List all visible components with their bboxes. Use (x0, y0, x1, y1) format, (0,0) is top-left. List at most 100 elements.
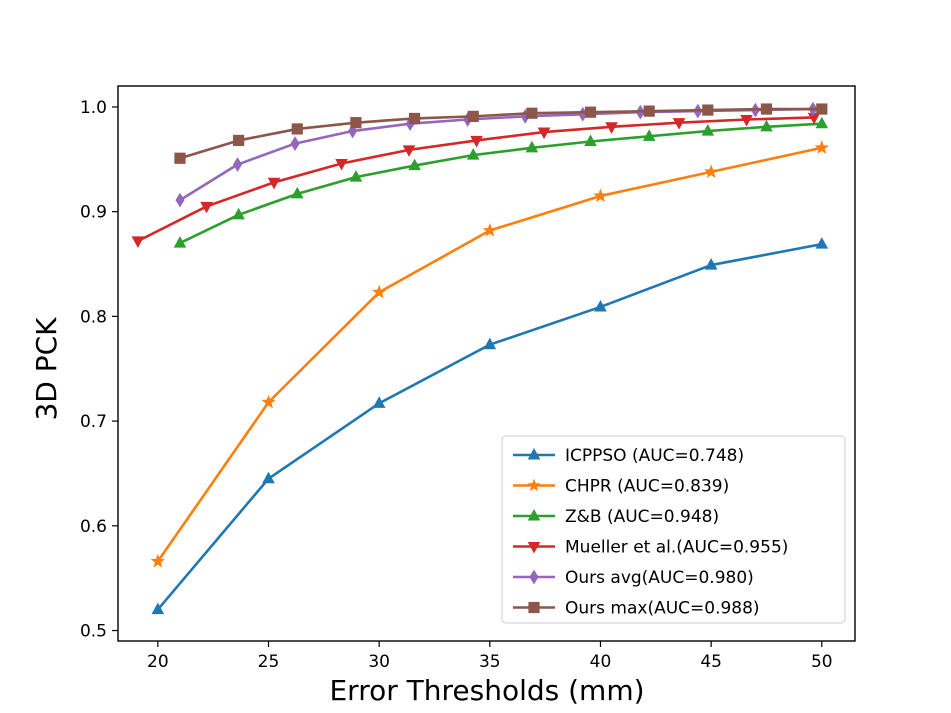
data-point (526, 107, 538, 119)
data-point (290, 186, 304, 199)
data-point (150, 553, 165, 568)
legend-label: Z&B (AUC=0.948) (565, 507, 719, 527)
data-point (151, 602, 165, 615)
data-point (467, 110, 479, 122)
data-point (402, 145, 416, 157)
plot-frame (117, 85, 856, 642)
data-point (466, 148, 480, 160)
data-point (584, 134, 597, 147)
data-point (704, 258, 718, 270)
axes: 20 25 30 35 40 45 50 0.5 0.6 0.7 0.8 0.9 1.0 (80, 85, 856, 672)
legend-entry: CHPR (AUC=0.839) (513, 477, 729, 497)
legend: ICPPSO (AUC=0.748) CHPR (AUC=0.839) Z&B (A… (501, 435, 846, 624)
data-point (704, 164, 719, 178)
data-point (408, 112, 421, 125)
data-point (643, 105, 655, 117)
data-point (593, 188, 608, 203)
data-point (262, 471, 275, 484)
data-point (261, 394, 276, 409)
data-point (290, 136, 300, 151)
x-tick-label: 40 (590, 652, 612, 672)
x-tick-label: 30 (368, 652, 390, 672)
legend-entry: ICPPSO (AUC=0.748) (513, 446, 744, 466)
data-point (173, 236, 187, 248)
data-point (807, 112, 821, 125)
data-point (760, 103, 773, 115)
y-tick-label: 0.8 (80, 307, 107, 327)
x-tick-label: 25 (258, 652, 280, 672)
legend-label: CHPR (AUC=0.839) (565, 477, 729, 497)
data-point (672, 118, 686, 130)
y-tick-label: 0.7 (80, 412, 107, 432)
legend-entry: Mueller et al.(AUC=0.955) (513, 538, 788, 558)
data-point (291, 123, 303, 135)
data-point (349, 170, 363, 182)
y-axis-label: 3D PCK (30, 317, 63, 421)
data-point (537, 127, 551, 140)
data-point (605, 122, 618, 134)
data-point (372, 284, 387, 299)
series-3 (131, 112, 821, 248)
x-tick-label: 35 (479, 652, 501, 672)
data-point (335, 158, 348, 171)
data-point (578, 106, 588, 122)
data-point (233, 134, 245, 147)
data-point (470, 135, 483, 148)
legend-marker (529, 569, 539, 585)
data-point (815, 237, 829, 249)
data-point (701, 124, 715, 136)
series-2 (173, 116, 829, 248)
data-point (232, 157, 243, 172)
legend-label: Mueller et al.(AUC=0.955) (565, 538, 788, 558)
series-1 (150, 140, 829, 568)
x-tick-label: 20 (147, 652, 169, 672)
data-point (642, 129, 656, 141)
x-axis-label: Error Thresholds (mm) (329, 674, 644, 707)
legend-label: ICPPSO (AUC=0.748) (565, 446, 744, 466)
data-point (408, 158, 421, 171)
data-point (814, 140, 829, 154)
legend-entry: Ours max(AUC=0.988) (513, 599, 760, 619)
data-point (815, 116, 829, 129)
series-0 (151, 237, 829, 615)
y-tick-label: 0.5 (80, 622, 107, 642)
data-point (483, 337, 497, 350)
data-point (372, 396, 386, 408)
y-tick-label: 1.0 (80, 98, 107, 118)
data-point (174, 152, 186, 164)
series-5 (174, 103, 828, 164)
data-point (760, 119, 773, 132)
data-point (594, 299, 607, 312)
legend-marker (527, 509, 541, 521)
data-point (584, 106, 597, 118)
legend-label: Ours avg(AUC=0.980) (565, 568, 754, 588)
legend-entry: Z&B (AUC=0.948) (513, 507, 719, 527)
data-point (200, 201, 213, 214)
data-point (350, 117, 362, 129)
legend-marker (528, 601, 540, 614)
data-point (232, 207, 245, 220)
data-point (482, 223, 497, 237)
data-point (525, 140, 539, 153)
data-point (816, 103, 828, 115)
x-tick-label: 45 (700, 652, 722, 672)
series-line (179, 122, 822, 245)
legend-marker (527, 448, 541, 460)
series-line (179, 107, 822, 160)
x-tick-label: 50 (811, 652, 833, 672)
data-point (702, 104, 714, 116)
data-point (175, 192, 185, 208)
data-point (267, 177, 281, 190)
legend-marker (527, 478, 541, 492)
legend-entry: Ours avg(AUC=0.980) (513, 568, 754, 588)
data-point (740, 114, 753, 127)
data-point (131, 236, 145, 248)
series-4 (175, 101, 818, 208)
plot-area (131, 101, 829, 615)
legend-marker (527, 541, 541, 554)
y-tick-label: 0.6 (80, 517, 107, 537)
legend-label: Ours max(AUC=0.988) (565, 599, 760, 619)
y-tick-label: 0.9 (80, 203, 107, 223)
legend-box (501, 435, 846, 624)
